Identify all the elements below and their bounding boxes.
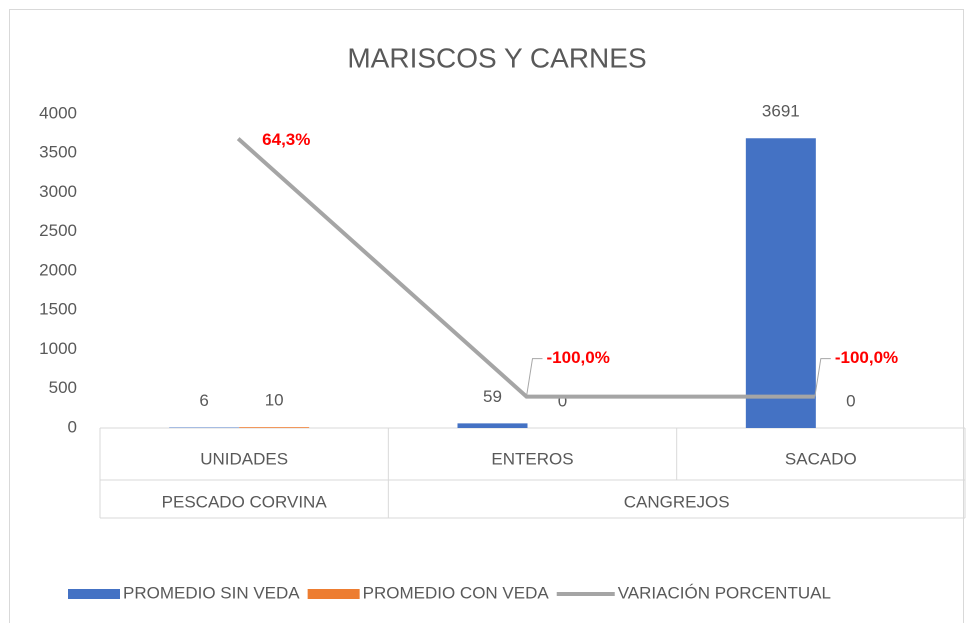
y-tick-label: 500 (49, 378, 77, 397)
y-tick-label: 1000 (39, 339, 77, 358)
y-tick-label: 4000 (39, 103, 77, 122)
bar (239, 427, 310, 428)
y-tick-label: 3500 (39, 143, 77, 162)
x-tick-label: SACADO (785, 449, 857, 468)
data-label: 6 (199, 391, 208, 410)
chart-title: MARISCOS Y CARNES (347, 42, 646, 73)
legend-swatch (307, 589, 360, 599)
data-label: 3691 (762, 102, 800, 121)
chart-border (9, 9, 964, 623)
group-label: CANGREJOS (624, 492, 730, 511)
y-tick-label: 2000 (39, 260, 77, 279)
y-tick-label: 3000 (39, 182, 77, 201)
legend-label: VARIACIÓN PORCENTUAL (618, 583, 831, 602)
x-tick-label: UNIDADES (200, 449, 288, 468)
data-label: 59 (483, 387, 502, 406)
line-label: -100,0% (547, 348, 610, 367)
line-label: -100,0% (835, 348, 898, 367)
line-label: 64,3% (262, 130, 310, 149)
leader-line (526, 358, 543, 397)
y-tick-label: 1500 (39, 300, 77, 319)
legend-label: PROMEDIO SIN VEDA (123, 583, 300, 602)
data-label: 10 (265, 391, 284, 410)
legend-swatch (68, 589, 120, 599)
bar (745, 138, 816, 428)
y-tick-label: 0 (68, 417, 77, 436)
data-label: 0 (558, 391, 567, 410)
legend-label: PROMEDIO CON VEDA (363, 583, 550, 602)
y-tick-label: 2500 (39, 221, 77, 240)
bar (457, 423, 528, 428)
line-series (236, 137, 815, 399)
group-label: PESCADO CORVINA (162, 492, 328, 511)
x-tick-label: ENTEROS (491, 449, 573, 468)
leader-line (814, 358, 831, 397)
data-label: 0 (846, 391, 855, 410)
